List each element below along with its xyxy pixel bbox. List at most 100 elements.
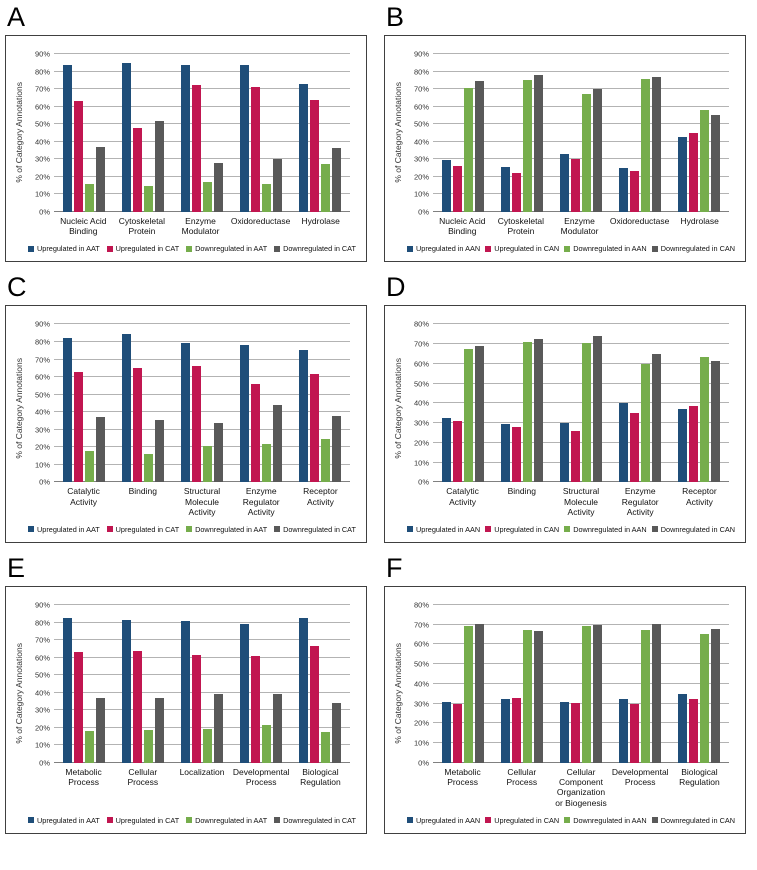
category-label: Enzyme Regulator Activity — [621, 486, 659, 517]
bar-upregulated-in-aat — [240, 624, 250, 763]
bar-downregulated-in-aat — [84, 450, 94, 483]
chart-d: % of Category Annotations 0% 10% 20% 30% 40% 5… — [384, 305, 746, 543]
category-label: Oxidoreductase — [609, 216, 670, 226]
bar-upregulated-in-can — [689, 133, 699, 212]
bar-upregulated-in-aan — [500, 424, 510, 483]
bar-group — [232, 324, 291, 483]
bar-upregulated-in-aat — [121, 334, 131, 483]
category-label: Metabolic Process — [65, 766, 102, 788]
legend-swatch-icon — [186, 817, 193, 824]
legend-item: Upregulated in CAN — [485, 816, 559, 825]
category-label: Cellular Process — [506, 766, 538, 788]
y-tick-label: 30% — [34, 705, 50, 715]
legend-item: Upregulated in AAN — [407, 816, 480, 825]
category-label: Biological Regulation — [679, 766, 720, 788]
legend-label: Upregulated in AAT — [37, 524, 100, 534]
gridline — [54, 639, 350, 641]
category-label: Cellular Process — [127, 766, 159, 788]
y-tick-label: 90% — [34, 319, 50, 329]
y-tick-label: 40% — [413, 137, 429, 147]
bar-group — [291, 54, 350, 212]
bar-upregulated-in-can — [571, 431, 580, 483]
legend-label: Upregulated in AAN — [416, 244, 481, 254]
y-tick-label: 50% — [34, 670, 50, 680]
bar-downregulated-in-can — [533, 75, 543, 212]
x-axis-line — [433, 481, 729, 483]
bar-upregulated-in-can — [452, 421, 462, 483]
bar-upregulated-in-can — [452, 703, 462, 763]
legend-swatch-icon — [28, 817, 34, 824]
legend-label: Upregulated in CAT — [115, 524, 180, 534]
legend-swatch-icon — [186, 245, 193, 252]
panel-letter-f: F — [386, 552, 403, 583]
bar-downregulated-in-aat — [203, 445, 212, 483]
bar-upregulated-in-cat — [310, 646, 320, 763]
legend-item: Downregulated in CAT — [274, 525, 356, 534]
bar-upregulated-in-cat — [192, 654, 201, 763]
bar-upregulated-in-aan — [619, 168, 629, 212]
legend-item: Downregulated in AAT — [186, 244, 267, 253]
gridline — [433, 323, 729, 325]
legend-item: Downregulated in CAT — [274, 244, 356, 253]
gridline — [433, 362, 729, 364]
gridline — [433, 461, 729, 463]
gridline — [433, 158, 729, 160]
y-tick-label: 40% — [34, 407, 50, 417]
bar-downregulated-in-cat — [95, 147, 105, 212]
bar-group — [433, 605, 492, 763]
legend-label: Downregulated in CAT — [283, 524, 356, 534]
y-axis-title-wrap: % of Category Annotations — [391, 601, 405, 827]
gridline — [433, 643, 729, 645]
y-tick-label: 50% — [413, 379, 429, 389]
bar-downregulated-in-aan — [641, 363, 651, 483]
legend-swatch-icon — [274, 526, 281, 533]
bar-upregulated-in-cat — [192, 84, 201, 212]
gridline — [54, 123, 350, 125]
bar-downregulated-in-aan — [522, 629, 532, 763]
bar-downregulated-in-cat — [214, 162, 223, 212]
bar-downregulated-in-can — [474, 81, 484, 212]
gridline — [54, 463, 350, 465]
gridline — [433, 123, 729, 125]
bar-group — [551, 605, 610, 763]
bar-upregulated-in-aan — [560, 701, 569, 763]
bar-downregulated-in-aat — [143, 454, 153, 483]
gridline — [433, 682, 729, 684]
bar-upregulated-in-cat — [73, 652, 83, 763]
legend-item: Downregulated in AAN — [564, 244, 647, 253]
bar-downregulated-in-aat — [321, 163, 331, 212]
bar-group — [113, 324, 172, 483]
y-tick-label: 40% — [34, 688, 50, 698]
y-tick-label: 30% — [34, 425, 50, 435]
y-tick-label: 30% — [413, 699, 429, 709]
gridline — [54, 726, 350, 728]
y-axis-title-wrap: % of Category Annotations — [12, 50, 26, 255]
gridline — [433, 193, 729, 195]
gridline — [54, 340, 350, 342]
bar-downregulated-in-cat — [154, 697, 164, 763]
bar-downregulated-in-cat — [214, 422, 223, 483]
legend-swatch-icon — [651, 245, 658, 252]
bar-group — [433, 324, 492, 483]
bar-upregulated-in-aan — [678, 137, 688, 212]
bar-downregulated-in-aan — [641, 629, 651, 763]
y-tick-label: 60% — [34, 372, 50, 382]
legend-item: Downregulated in AAT — [186, 525, 267, 534]
legend-swatch-icon — [407, 245, 413, 252]
bar-downregulated-in-aat — [262, 725, 272, 763]
bar-downregulated-in-aan — [463, 88, 473, 212]
legend: Upregulated in AAT Upregulated in CAT Down… — [26, 808, 358, 827]
y-axis-title: % of Category Annotations — [393, 643, 403, 745]
bar-downregulated-in-cat — [154, 420, 164, 483]
gridline — [433, 88, 729, 90]
y-tick-label: 30% — [413, 418, 429, 428]
category-label: Structural Molecule Activity — [183, 486, 221, 517]
bar-upregulated-in-aat — [62, 64, 72, 212]
gridline — [433, 441, 729, 443]
bar-group — [54, 324, 113, 483]
y-tick-label: 40% — [413, 398, 429, 408]
y-tick-label: 10% — [413, 458, 429, 468]
y-tick-label: 0% — [418, 477, 429, 487]
category-label: Receptor Activity — [303, 486, 338, 507]
gridline — [433, 343, 729, 345]
